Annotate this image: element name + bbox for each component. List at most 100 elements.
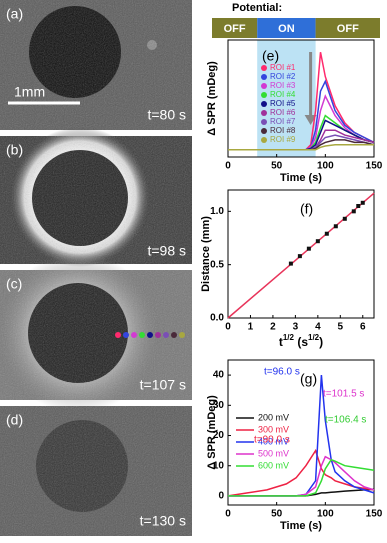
data-point [351,209,356,214]
x-tick-label: 1 [248,322,254,333]
annotation: t=90.0 s [254,435,290,446]
legend-marker [261,101,267,107]
y-tick-label: 0.0 [210,313,224,324]
legend-label: ROI #8 [270,126,296,135]
x-tick-label: 2 [270,322,276,333]
legend-label: ROI #9 [270,135,296,144]
x-tick-label: 150 [366,161,383,172]
potential-segment [257,18,316,38]
x-axis-label-part: 1/2 [283,333,295,342]
x-axis-label-part: (s [294,335,308,349]
potential-segment-label: OFF [337,23,359,35]
potential-segment-label: ON [278,23,295,35]
panel-label: (e) [262,48,279,64]
y-tick-label: 30 [213,400,225,411]
legend-marker [261,137,267,143]
legend-label: ROI #5 [270,99,296,108]
y-tick-label: 10 [213,460,225,471]
x-axis-label: Time (s) [280,172,322,184]
x-tick-label: 100 [317,509,334,520]
data-point [333,224,338,229]
data-point [297,254,302,259]
legend-label: 500 mV [258,448,289,458]
legend-marker [261,65,267,71]
y-tick-label: 1.0 [210,206,224,217]
data-point [315,239,320,244]
legend-label: ROI #6 [270,108,296,117]
x-tick-label: 50 [271,509,283,520]
y-axis-label: Distance (mm) [200,216,212,292]
time-label: t=130 s [140,513,186,529]
plot-frame [227,39,375,158]
data-point [324,231,329,236]
x-axis-label-part: ) [319,335,323,349]
potential-segment [315,18,380,38]
x-tick-label: 0 [225,322,231,333]
series-line [228,144,374,151]
legend-marker [261,119,267,125]
x-tick-label: 150 [366,509,383,520]
x-tick-label: 50 [271,161,283,172]
panel-c-image [0,253,192,413]
potential-label: Potential: [232,2,282,14]
panel-a-image [0,0,192,130]
y-tick-label: 0 [218,491,224,502]
panel-label: (g) [300,371,317,387]
legend-marker [261,83,267,89]
panel-b-image [0,127,192,267]
annotation: t=101.5 s [323,389,364,400]
legend-marker [261,92,267,98]
x-tick-label: 0 [225,509,231,520]
x-axis-label: Time (s) [280,520,322,532]
legend-marker [261,110,267,116]
data-point [342,216,347,221]
legend-label: 200 mV [258,412,289,422]
panel-label: (c) [6,276,22,292]
legend-label: ROI #7 [270,117,296,126]
data-point [306,246,311,251]
potential-segment [212,18,258,38]
y-tick-label: 40 [213,370,225,381]
panel-label: (d) [6,412,23,428]
panel-d-image [0,406,192,536]
legend-label: 400 mV [258,436,289,446]
potential-segment-label: OFF [224,23,246,35]
data-point [360,200,365,205]
data-point [356,204,361,208]
panel-label: (a) [6,6,23,22]
legend-label: ROI #1 [270,63,296,72]
x-axis-label-part: 1/2 [308,333,320,342]
on-shading [257,40,316,157]
plot-frame [227,359,375,506]
legend-label: ROI #3 [270,81,296,90]
x-tick-label: 5 [338,322,344,333]
x-tick-label: 100 [317,161,334,172]
x-tick-label: 0 [225,161,231,172]
annotation: t=96.0 s [264,367,300,378]
scale-bar-label: 1mm [14,84,45,100]
legend-label: ROI #2 [270,72,296,81]
panel-label: (f) [300,201,313,217]
time-label: t=107 s [140,377,186,393]
y-axis-label: Δ SPR (mDeg) [206,395,218,470]
plot-frame [227,189,375,319]
legend-label: 300 mV [258,424,289,434]
legend-label: ROI #4 [270,90,296,99]
legend-marker [261,128,267,134]
x-axis-label: t1/2 (s1/2) [279,333,323,349]
series-line [228,458,375,497]
x-tick-label: 3 [293,322,299,333]
time-label: t=98 s [147,243,186,259]
arrow-head [304,115,317,125]
annotation: t=106.4 s [325,415,366,426]
data-point [288,261,293,266]
x-axis-label-part: t [279,335,283,349]
time-label: t=80 s [147,107,186,123]
y-tick-label: 0.5 [210,259,224,270]
y-axis-label: Δ SPR (mDeg) [206,61,218,136]
legend-label: 600 mV [258,460,289,470]
panel-label: (b) [6,142,23,158]
y-tick-label: 20 [213,430,225,441]
x-tick-label: 4 [315,322,321,333]
